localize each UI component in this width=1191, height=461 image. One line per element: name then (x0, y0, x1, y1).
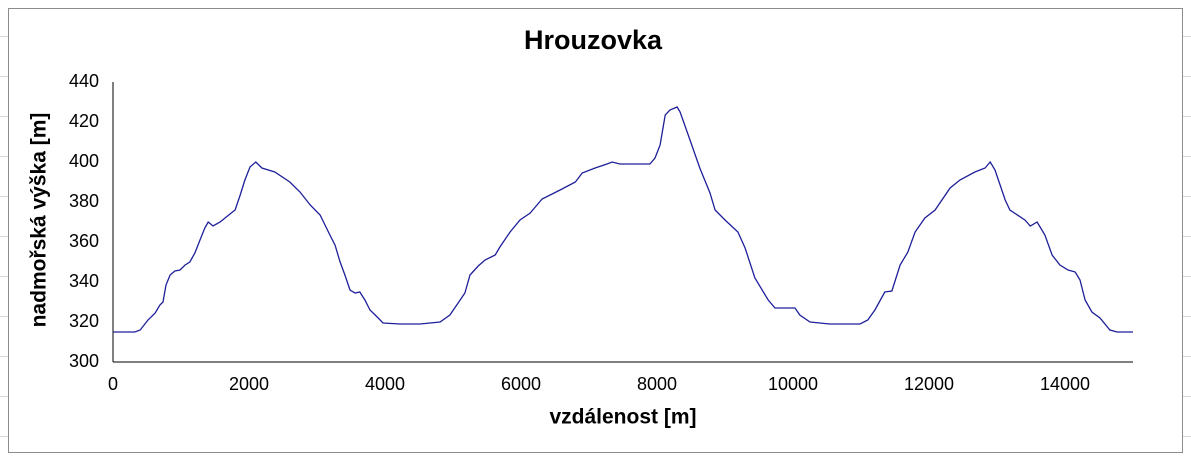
y-tick-label: 380 (69, 191, 99, 211)
y-tick-label: 340 (69, 271, 99, 291)
x-tick-label: 12000 (904, 374, 954, 394)
y-tick-label: 300 (69, 351, 99, 371)
x-tick-label: 0 (108, 374, 118, 394)
sheet-grid (0, 36, 1191, 437)
y-tick-label: 360 (69, 231, 99, 251)
x-tick-label: 2000 (229, 374, 269, 394)
elevation-line (113, 106, 1133, 333)
x-tick-label: 8000 (637, 374, 677, 394)
chart-area (8, 8, 1183, 453)
y-tick-label: 420 (69, 111, 99, 131)
y-tick-label: 320 (69, 311, 99, 331)
y-tick-label: 400 (69, 151, 99, 171)
x-tick-label: 6000 (501, 374, 541, 394)
chart-title: Hrouzovka (524, 25, 663, 55)
x-tick-label: 10000 (768, 374, 818, 394)
x-axis-label: vzdálenost [m] (549, 406, 696, 429)
y-axis-label: nadmořská výška [m] (28, 113, 51, 328)
x-tick-label: 4000 (365, 374, 405, 394)
x-tick-label: 14000 (1040, 374, 1090, 394)
y-tick-label: 440 (69, 71, 99, 91)
